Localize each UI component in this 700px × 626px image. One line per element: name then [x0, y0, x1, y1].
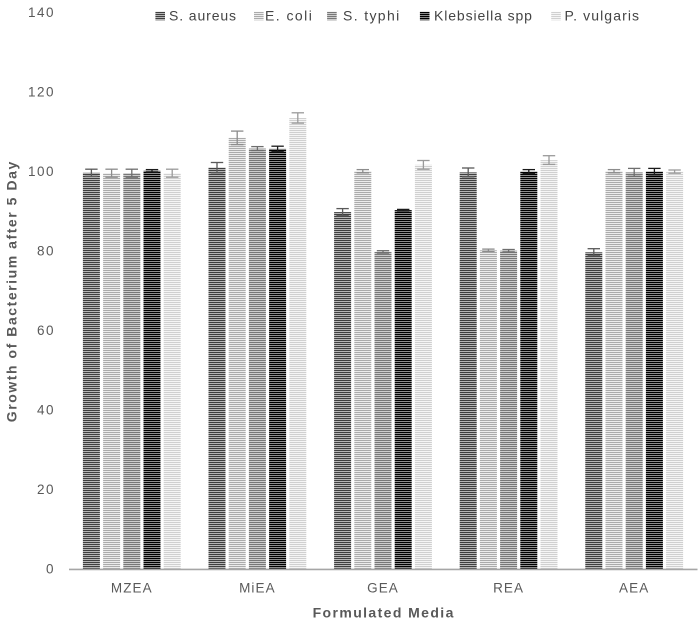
svg-text:60: 60 [37, 323, 55, 338]
svg-text:MiEA: MiEA [239, 580, 276, 595]
svg-text:AEA: AEA [619, 580, 649, 595]
svg-text:Klebsiella spp: Klebsiella spp [434, 7, 533, 23]
svg-text:MZEA: MZEA [111, 580, 153, 595]
svg-text:100: 100 [28, 164, 55, 179]
svg-text:20: 20 [37, 482, 55, 497]
svg-text:REA: REA [493, 580, 524, 595]
svg-text:0: 0 [46, 562, 55, 577]
svg-text:120: 120 [28, 85, 55, 100]
svg-text:Growth of Bacterium after 5 Da: Growth of Bacterium after 5 Day [4, 160, 20, 422]
svg-text:GEA: GEA [367, 580, 399, 595]
svg-text:Formulated Media: Formulated Media [313, 605, 455, 621]
svg-text:S. typhi: S. typhi [343, 7, 401, 23]
svg-text:S. aureus: S. aureus [169, 7, 237, 23]
svg-text:140: 140 [28, 5, 55, 20]
svg-text:P. vulgaris: P. vulgaris [565, 7, 641, 23]
svg-text:E. coli: E. coli [265, 7, 313, 23]
svg-text:40: 40 [37, 403, 55, 418]
svg-text:80: 80 [37, 244, 55, 259]
